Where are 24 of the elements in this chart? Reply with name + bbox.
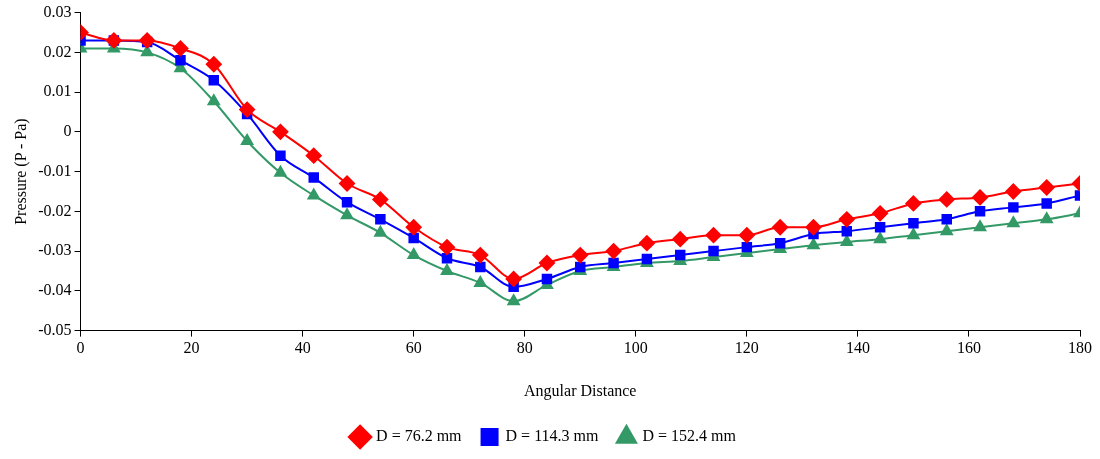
y-tick-label: -0.01: [38, 161, 72, 179]
x-tick-label: 60: [405, 339, 422, 357]
legend-label: D = 152.4 mm: [642, 427, 737, 445]
y-tick-label: 0.02: [43, 42, 72, 60]
x-tick-label: 140: [845, 339, 870, 357]
y-tick-label: -0.05: [38, 320, 72, 338]
y-tick-label: -0.03: [38, 241, 72, 259]
legend-label: D = 114.3 mm: [505, 427, 599, 445]
x-tick-label: 80: [516, 339, 533, 357]
x-axis-title: Angular Distance: [524, 381, 637, 400]
x-tick-label: 120: [734, 339, 759, 357]
x-tick-label: 40: [294, 339, 311, 357]
y-tick-label: -0.02: [38, 201, 72, 219]
x-tick-label: 180: [1068, 339, 1092, 357]
y-tick-label: 0.01: [43, 82, 72, 100]
y-tick-label: 0.03: [43, 2, 72, 20]
y-tick-label: -0.04: [38, 281, 72, 299]
x-tick-label: 160: [956, 339, 981, 357]
x-tick-label: 20: [183, 339, 200, 357]
y-axis-title: Pressure (P - Pa): [11, 118, 30, 225]
x-tick-label: 0: [76, 339, 85, 357]
y-tick-label: 0: [63, 122, 72, 140]
legend-label: D = 76.2 mm: [376, 427, 463, 445]
x-tick-label: 100: [623, 339, 648, 357]
